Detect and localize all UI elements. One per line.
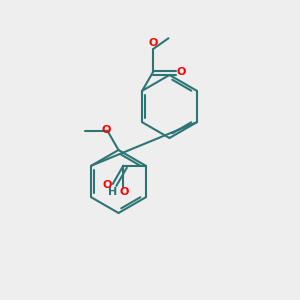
Text: O: O [103,179,112,190]
Text: H: H [108,187,117,197]
Text: O: O [119,187,129,197]
Text: O: O [149,38,158,48]
Text: O: O [177,67,186,77]
Text: O: O [102,125,111,135]
